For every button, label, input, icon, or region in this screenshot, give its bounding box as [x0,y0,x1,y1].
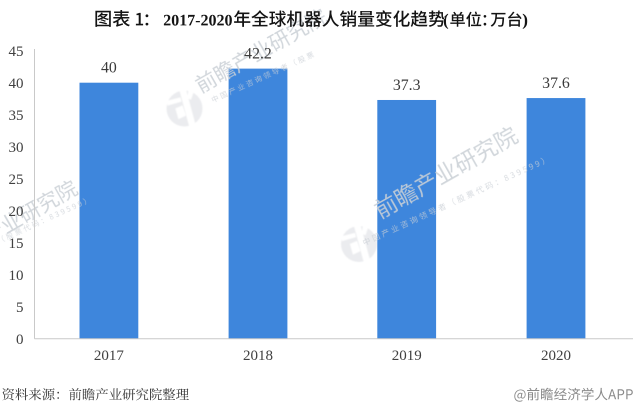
svg-text:37.3: 37.3 [393,77,421,94]
svg-text:35: 35 [9,108,24,124]
svg-text:0: 0 [16,332,24,348]
svg-text:5: 5 [16,300,24,316]
svg-text:2020: 2020 [541,348,571,364]
svg-text:2017: 2017 [94,348,125,364]
svg-text:2018: 2018 [243,348,273,364]
svg-text:42.2: 42.2 [244,45,272,62]
svg-text:37.6: 37.6 [542,75,570,92]
svg-text:45: 45 [9,44,24,60]
svg-text:20: 20 [9,204,24,220]
svg-text:10: 10 [9,268,24,284]
svg-text:40: 40 [9,76,24,92]
svg-text:2019: 2019 [392,348,422,364]
svg-text:40: 40 [101,60,117,77]
svg-text:30: 30 [9,140,24,156]
svg-text:25: 25 [9,172,24,188]
svg-text:15: 15 [9,236,24,252]
